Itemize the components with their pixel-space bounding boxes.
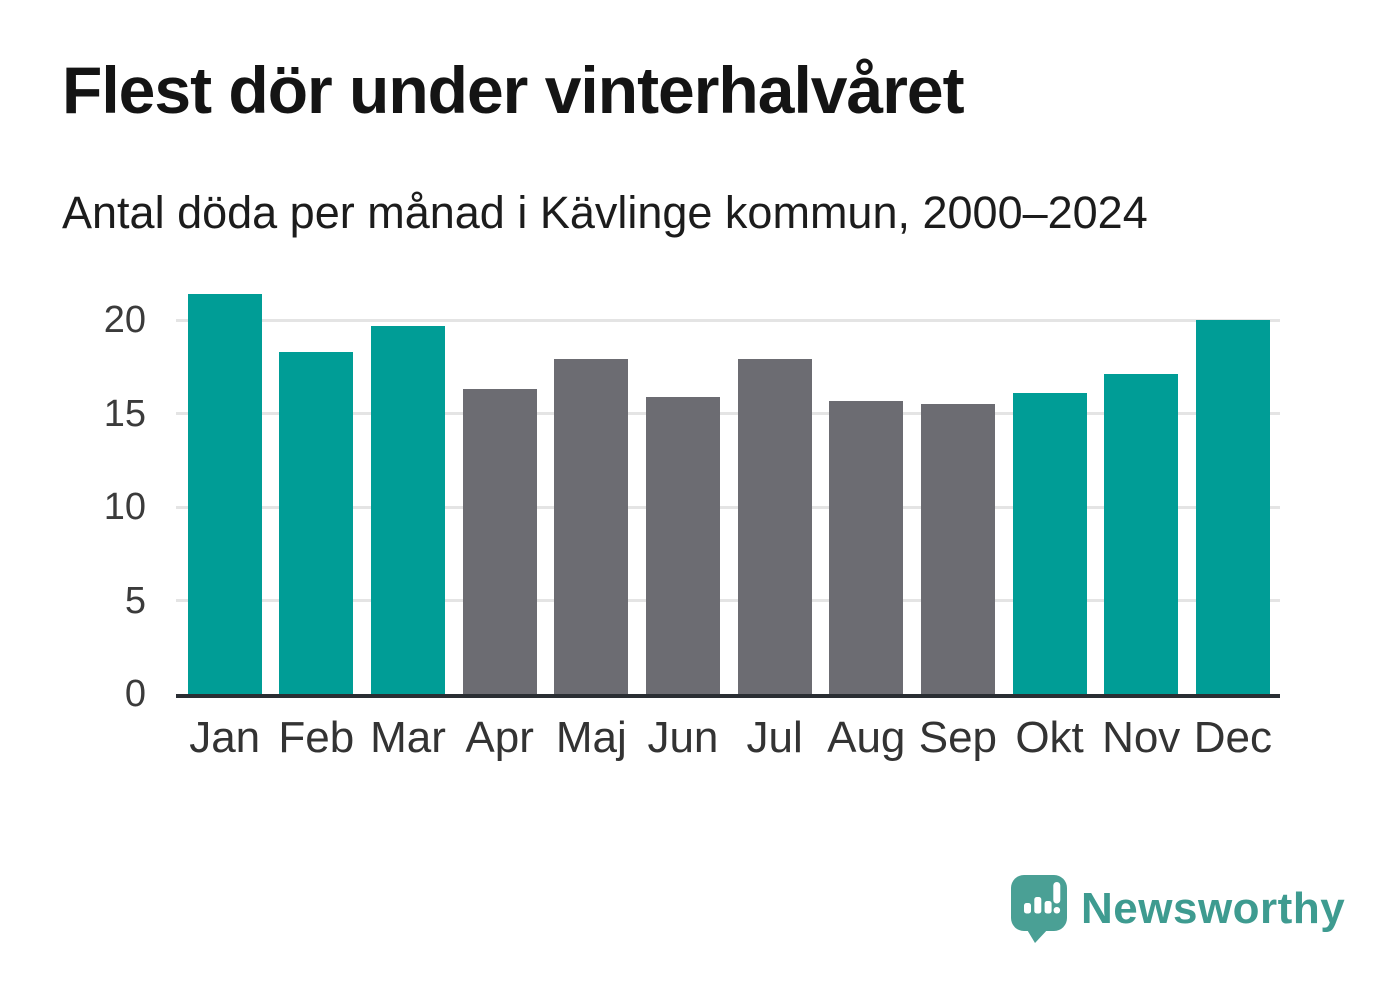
y-tick-label: 10 bbox=[103, 486, 146, 529]
chart-title: Flest dör under vinterhalvåret bbox=[62, 53, 965, 127]
bar-dec bbox=[1195, 320, 1270, 694]
x-tick-label: Jan bbox=[189, 713, 261, 762]
brand-name: Newsworthy bbox=[1081, 884, 1346, 933]
bar-jan bbox=[187, 294, 262, 694]
x-tick-label: Jun bbox=[647, 713, 719, 762]
newsworthy-logo-icon bbox=[1011, 875, 1067, 943]
y-axis: 0 5 10 15 20 bbox=[0, 290, 146, 715]
chart-subtitle: Antal döda per månad i Kävlinge kommun, … bbox=[62, 187, 1148, 238]
bar-mar bbox=[371, 325, 445, 694]
x-tick-label: Jul bbox=[746, 713, 803, 762]
gridline bbox=[176, 599, 1280, 603]
bar-sep bbox=[920, 404, 995, 694]
bar-okt bbox=[1012, 393, 1087, 694]
brand-footer: Newsworthy bbox=[1010, 874, 1345, 944]
bar-jul bbox=[737, 359, 812, 694]
x-tick-label: Sep bbox=[918, 713, 998, 762]
x-tick-label: Maj bbox=[555, 713, 627, 762]
gridline bbox=[176, 505, 1280, 509]
x-tick-label: Apr bbox=[465, 713, 534, 762]
y-tick-label: 20 bbox=[103, 299, 146, 342]
x-tick-label: Aug bbox=[827, 713, 906, 762]
gridline bbox=[176, 318, 1280, 322]
gridline bbox=[176, 412, 1280, 416]
y-tick-label: 0 bbox=[124, 673, 146, 715]
x-tick-label: Dec bbox=[1193, 713, 1272, 762]
bar-apr bbox=[462, 389, 537, 694]
bar-nov bbox=[1104, 374, 1179, 694]
bar-aug bbox=[829, 400, 904, 694]
x-axis: Jan Feb Mar Apr Maj Jun Jul Aug Sep Okt Nov Dec bbox=[176, 712, 1280, 772]
bar-jun bbox=[645, 396, 720, 694]
plot-area bbox=[176, 290, 1280, 698]
x-tick-label: Nov bbox=[1102, 713, 1181, 762]
x-tick-label: Feb bbox=[278, 713, 355, 762]
bar-feb bbox=[279, 351, 354, 694]
bar-maj bbox=[554, 359, 629, 694]
y-tick-label: 5 bbox=[124, 579, 146, 622]
x-tick-label: Okt bbox=[1015, 713, 1084, 762]
x-tick-label: Mar bbox=[370, 713, 446, 762]
y-tick-label: 15 bbox=[103, 392, 146, 435]
